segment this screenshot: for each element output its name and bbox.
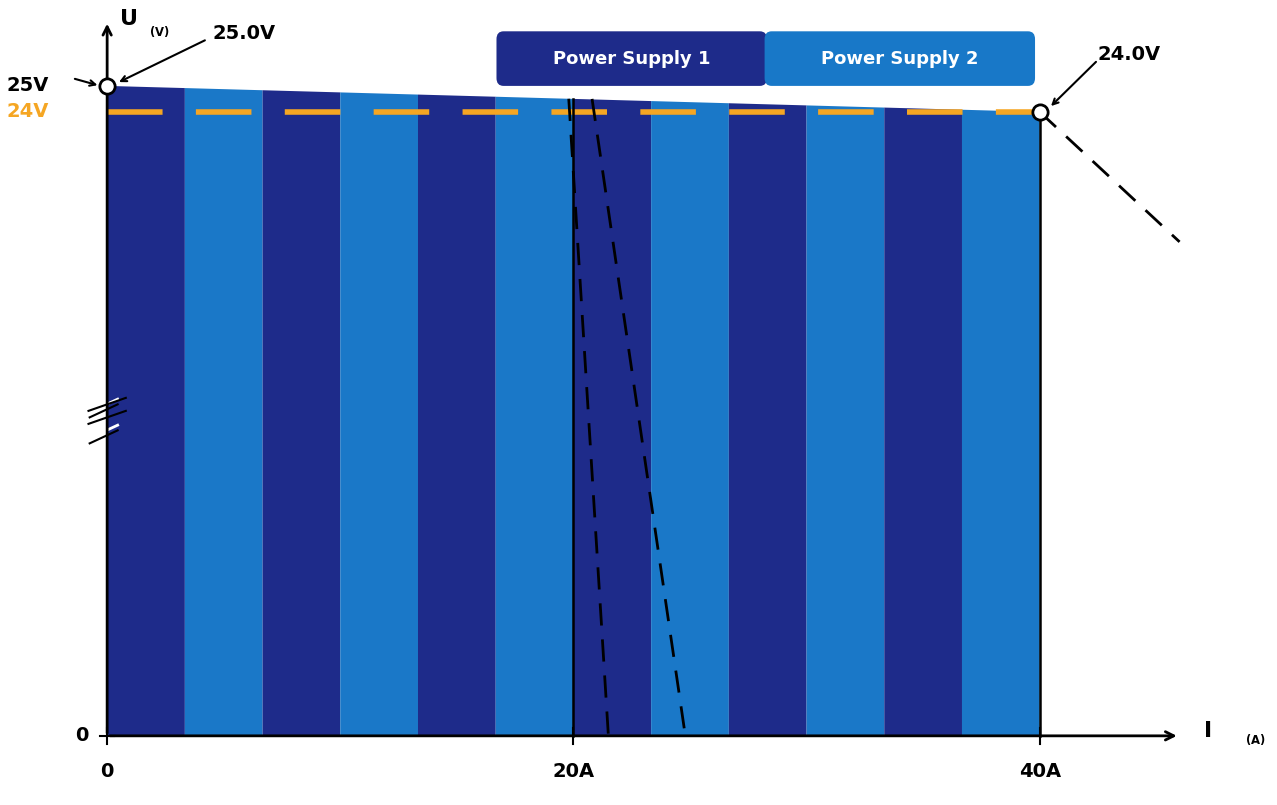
Text: Power Supply 2: Power Supply 2: [821, 50, 978, 68]
Polygon shape: [729, 103, 807, 736]
Text: 40A: 40A: [1019, 762, 1061, 781]
Polygon shape: [884, 108, 962, 736]
Polygon shape: [263, 90, 340, 736]
Text: 24V: 24V: [6, 102, 49, 122]
Polygon shape: [962, 109, 1039, 736]
FancyBboxPatch shape: [497, 31, 767, 86]
Text: 25V: 25V: [6, 76, 49, 96]
Polygon shape: [418, 94, 495, 736]
Text: 0: 0: [101, 762, 114, 781]
Polygon shape: [185, 88, 263, 736]
Polygon shape: [651, 101, 729, 736]
Polygon shape: [807, 105, 884, 736]
Text: 25.0V: 25.0V: [212, 24, 275, 43]
FancyBboxPatch shape: [765, 31, 1036, 86]
Text: 20A: 20A: [553, 762, 595, 781]
Polygon shape: [573, 99, 651, 736]
Text: $\mathbf{U}$: $\mathbf{U}$: [119, 9, 137, 29]
Text: $\mathbf{I}$: $\mathbf{I}$: [1203, 720, 1211, 741]
Polygon shape: [495, 97, 573, 736]
Text: Power Supply 1: Power Supply 1: [553, 50, 710, 68]
Text: $\mathbf{_{(V)}}$: $\mathbf{_{(V)}}$: [149, 21, 170, 39]
Text: $\mathbf{_{(A)}}$: $\mathbf{_{(A)}}$: [1245, 729, 1266, 747]
Text: 24.0V: 24.0V: [1098, 45, 1161, 64]
Polygon shape: [340, 93, 418, 736]
Polygon shape: [107, 86, 185, 736]
Text: 0: 0: [75, 726, 88, 745]
